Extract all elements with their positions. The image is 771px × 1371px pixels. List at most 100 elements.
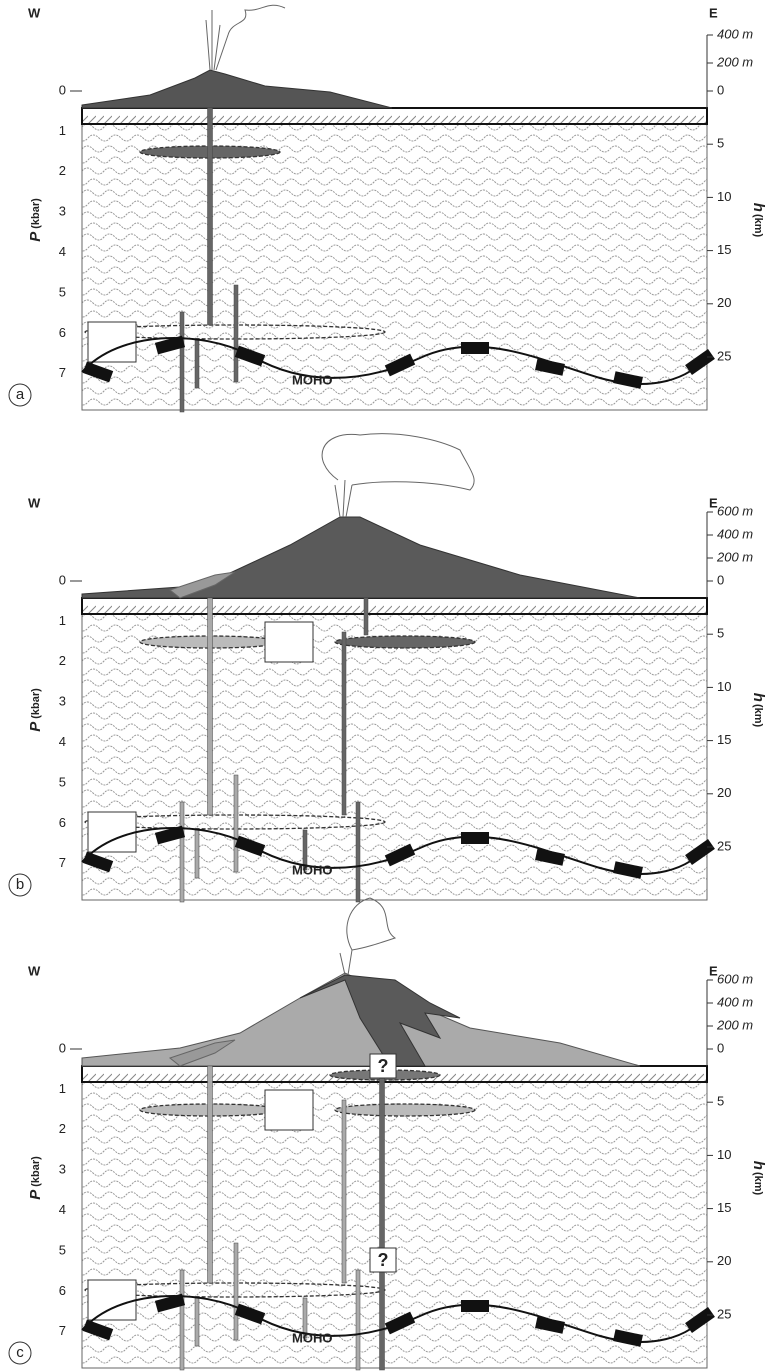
plume bbox=[339, 897, 397, 976]
depth-tick: 5 bbox=[717, 626, 724, 641]
label-box bbox=[87, 1279, 137, 1321]
pressure-tick: 1 bbox=[59, 613, 66, 628]
depth-tick: 25 bbox=[717, 348, 731, 363]
depth-tick: 10 bbox=[717, 1147, 731, 1162]
conduit bbox=[207, 597, 213, 816]
moho-segment bbox=[535, 848, 565, 866]
pressure-axis-label: P (kbar) bbox=[27, 198, 44, 242]
question-box bbox=[369, 1053, 397, 1079]
depth-tick: 15 bbox=[717, 242, 731, 257]
depth-axis-label: h (km) bbox=[750, 693, 767, 728]
conduit bbox=[355, 1269, 361, 1371]
conduit bbox=[341, 1099, 347, 1284]
depth-tick: 5 bbox=[717, 1094, 724, 1109]
pressure-tick: 6 bbox=[59, 1283, 66, 1298]
conduit bbox=[355, 801, 361, 903]
moho-segment bbox=[82, 361, 114, 383]
pressure-tick: 7 bbox=[59, 365, 66, 380]
moho-label: MOHO bbox=[292, 1330, 332, 1345]
pressure-symbol: P bbox=[27, 721, 44, 732]
pressure-tick: 2 bbox=[59, 163, 66, 178]
panel-letter-circle bbox=[8, 873, 32, 897]
moho-segment bbox=[613, 1329, 643, 1347]
plume bbox=[205, 4, 286, 71]
old-cone bbox=[168, 1039, 236, 1067]
conduit bbox=[194, 829, 200, 879]
conduit bbox=[233, 284, 239, 383]
conduit bbox=[179, 801, 185, 903]
moho-segment bbox=[82, 851, 114, 873]
moho-segment bbox=[82, 1319, 114, 1341]
volcano-cone bbox=[299, 974, 461, 1067]
depth-tick: 10 bbox=[717, 679, 731, 694]
depth-tick: 15 bbox=[717, 732, 731, 747]
pressure-tick: 0 bbox=[59, 572, 66, 587]
moho-segment bbox=[685, 839, 715, 865]
moho-segment bbox=[685, 349, 715, 375]
conduit bbox=[207, 107, 213, 326]
old-cone bbox=[168, 571, 236, 599]
elevation-tick: 400 m bbox=[717, 526, 753, 541]
moho-segment bbox=[535, 358, 565, 376]
depth-unit: (km) bbox=[752, 1172, 764, 1196]
conduit bbox=[379, 1074, 385, 1371]
depth-unit: (km) bbox=[752, 214, 764, 238]
pressure-tick: 1 bbox=[59, 1081, 66, 1096]
question-box bbox=[369, 1247, 397, 1273]
moho-segment bbox=[384, 843, 416, 867]
elevation-tick: 600 m bbox=[717, 971, 753, 986]
panel-letter: c bbox=[16, 1344, 24, 1361]
moho-segment bbox=[384, 353, 416, 377]
moho-segment bbox=[154, 825, 186, 845]
panel: MOHO W E 0 1 2 3 4 5 6 7 400 m 200 m 0 5 10 15 20 25 P (kbar… bbox=[8, 4, 767, 413]
conduit bbox=[302, 1297, 308, 1339]
east-label: E bbox=[709, 963, 718, 978]
depth-tick: 5 bbox=[717, 136, 724, 151]
conduit bbox=[179, 311, 185, 413]
conduit bbox=[233, 1242, 239, 1341]
depth-axis-label: h (km) bbox=[750, 203, 767, 238]
elevation-tick: 400 m bbox=[717, 26, 753, 41]
label-box bbox=[264, 1089, 314, 1131]
moho-segment bbox=[154, 335, 186, 355]
moho-segment bbox=[461, 1300, 489, 1312]
pressure-tick: 5 bbox=[59, 284, 66, 299]
depth-tick: 25 bbox=[717, 838, 731, 853]
pressure-unit: (kbar) bbox=[30, 198, 42, 229]
depth-symbol: h bbox=[750, 693, 767, 702]
elevation-tick: 200 m bbox=[716, 1017, 753, 1032]
plume bbox=[321, 433, 475, 518]
depth-tick: 25 bbox=[717, 1306, 731, 1321]
depth-unit: (km) bbox=[752, 704, 764, 728]
conduit bbox=[179, 1269, 185, 1371]
moho-segment bbox=[535, 1316, 565, 1334]
pressure-tick: 2 bbox=[59, 1121, 66, 1136]
pressure-tick: 4 bbox=[59, 244, 66, 259]
volcano bbox=[81, 69, 393, 109]
pressure-axis-label: P (kbar) bbox=[27, 1156, 44, 1200]
depth-tick: 0 bbox=[717, 572, 724, 587]
magma-sill bbox=[334, 1103, 476, 1117]
question-mark: ? bbox=[378, 1250, 389, 1270]
elevation-tick: 600 m bbox=[717, 503, 753, 518]
magma-sill bbox=[334, 635, 476, 649]
label-box bbox=[264, 621, 314, 663]
pressure-tick: 7 bbox=[59, 855, 66, 870]
pressure-axis-label: P (kbar) bbox=[27, 688, 44, 732]
conduit bbox=[194, 339, 200, 389]
moho-segment bbox=[461, 832, 489, 844]
pressure-unit: (kbar) bbox=[30, 1156, 42, 1187]
depth-tick: 15 bbox=[717, 1200, 731, 1215]
conduit bbox=[194, 1297, 200, 1347]
moho-segment bbox=[234, 1303, 266, 1325]
conduit bbox=[363, 597, 369, 636]
depth-tick: 20 bbox=[717, 1253, 731, 1268]
pressure-symbol: P bbox=[27, 1189, 44, 1200]
depth-symbol: h bbox=[750, 1161, 767, 1170]
pressure-tick: 7 bbox=[59, 1323, 66, 1338]
conduit bbox=[207, 1065, 213, 1284]
moho-label: MOHO bbox=[292, 372, 332, 387]
depth-tick: 10 bbox=[717, 189, 731, 204]
pressure-tick: 4 bbox=[59, 734, 66, 749]
